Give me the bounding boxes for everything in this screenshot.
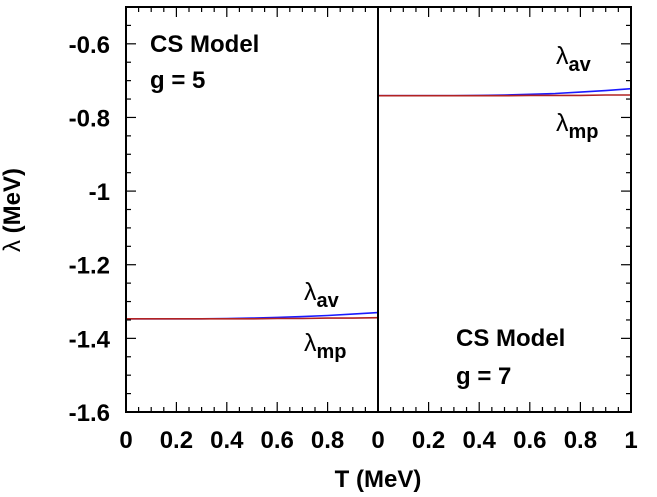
x-tick-label: 0.4 — [210, 427, 244, 454]
x-tick-label: 0.4 — [463, 427, 497, 454]
series-label-lambda-mp: λmp — [556, 109, 599, 143]
x-tick-label: 0.6 — [513, 427, 546, 454]
x-axis-title: T (MeV) — [335, 466, 422, 493]
x-tick-label: 1 — [624, 427, 637, 454]
panel-annotation-g: g = 7 — [456, 363, 511, 390]
series-line-panel2-lambda-mp — [378, 94, 631, 97]
series-label-lambda-mp: λmp — [304, 329, 347, 363]
series-line-panel1-lambda-mp — [126, 316, 379, 320]
series-label-lambda-av: λav — [556, 42, 592, 76]
y-tick-label: -1 — [89, 179, 110, 206]
x-tick-label: 0.2 — [160, 427, 193, 454]
x-tick-label: 0.8 — [564, 427, 597, 454]
series-label-lambda-av: λav — [304, 278, 340, 312]
panel-annotation-model: CS Model — [456, 325, 565, 352]
y-tick-label: -1.4 — [69, 326, 111, 353]
y-tick-label: -1.2 — [69, 253, 110, 280]
chart-marks — [126, 87, 632, 320]
y-tick-label: -0.6 — [69, 32, 110, 59]
x-tick-label: 0.8 — [311, 427, 344, 454]
chart-texts: 0 0.2 0.4 0.6 0.8 CS Model g = 5 λav λmp 0 0.2 0.4 0… — [0, 31, 638, 493]
x-tick-label: 0 — [119, 427, 132, 454]
x-tick-label: 0.6 — [261, 427, 294, 454]
x-tick-label: 0 — [371, 427, 384, 454]
chart-frame — [125, 6, 632, 413]
y-axis-title: λ (MeV) — [0, 168, 26, 252]
x-tick-label: 0.2 — [412, 427, 445, 454]
panel-annotation-g: g = 5 — [150, 67, 205, 94]
y-tick-label: -0.8 — [69, 105, 110, 132]
panel-annotation-model: CS Model — [150, 31, 259, 58]
y-tick-label: -1.6 — [69, 400, 110, 427]
